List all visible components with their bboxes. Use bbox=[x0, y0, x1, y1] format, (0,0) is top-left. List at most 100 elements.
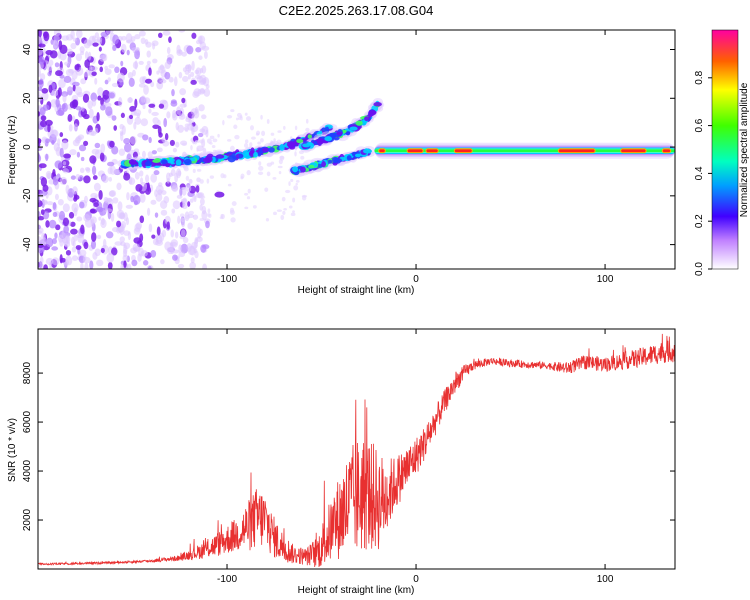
noise-blob bbox=[173, 76, 178, 87]
carrier-peak bbox=[454, 149, 472, 153]
noise-blob bbox=[107, 77, 111, 82]
noise-blob bbox=[121, 43, 127, 53]
noise-blob bbox=[191, 32, 197, 39]
halo-blob bbox=[259, 138, 264, 143]
y-tick-label: 6000 bbox=[22, 411, 33, 434]
halo-blob bbox=[184, 123, 190, 127]
noise-blob bbox=[133, 200, 138, 206]
y-tick-label: 0 bbox=[22, 144, 33, 150]
noise-blob bbox=[76, 216, 83, 222]
noise-blob bbox=[79, 201, 85, 209]
noise-blob bbox=[162, 140, 170, 147]
noise-blob bbox=[112, 44, 117, 51]
noise-blob bbox=[65, 255, 73, 266]
ridge-blob bbox=[292, 166, 299, 173]
colorbar-tick-label: 0.8 bbox=[694, 70, 705, 84]
noise-blob bbox=[100, 247, 105, 254]
noise-blob bbox=[140, 37, 146, 45]
noise-blob bbox=[121, 125, 126, 135]
noise-blob bbox=[105, 231, 114, 239]
ridge-blob bbox=[215, 154, 225, 159]
noise-blob bbox=[55, 224, 61, 231]
halo-blob bbox=[278, 170, 282, 175]
noise-blob bbox=[64, 241, 71, 248]
noise-blob bbox=[59, 52, 67, 61]
halo-blob bbox=[281, 196, 286, 202]
noise-blob bbox=[190, 71, 195, 78]
x-tick-label: -100 bbox=[217, 274, 237, 285]
noise-blob bbox=[117, 201, 123, 211]
noise-blob bbox=[150, 81, 155, 88]
carrier-peak bbox=[407, 149, 423, 153]
halo-blob bbox=[189, 120, 195, 124]
noise-blob bbox=[38, 163, 47, 169]
halo-blob bbox=[211, 144, 216, 149]
spectrogram-panel: -100 0 100 -40 -20 0 20 40 Height of straight … bbox=[7, 29, 676, 296]
noise-blob bbox=[131, 259, 138, 267]
halo-blob bbox=[212, 138, 218, 143]
noise-blob bbox=[163, 196, 170, 204]
noise-blob bbox=[152, 124, 160, 129]
noise-blob bbox=[140, 177, 144, 185]
ridge-blob bbox=[308, 164, 315, 169]
halo-blob bbox=[194, 141, 197, 145]
ridge-blob bbox=[346, 155, 352, 161]
noise-blob bbox=[43, 264, 48, 269]
halo-blob bbox=[283, 125, 286, 130]
ridge-blob bbox=[167, 159, 173, 164]
noise-blob bbox=[177, 215, 181, 224]
noise-blob bbox=[38, 78, 44, 88]
halo-blob bbox=[288, 181, 291, 186]
noise-blob bbox=[59, 147, 64, 158]
halo-blob bbox=[301, 194, 308, 198]
noise-blob bbox=[120, 131, 124, 142]
colorbar-ticks: 0.0 0.2 0.4 0.6 0.8 bbox=[694, 70, 712, 276]
noise-blob bbox=[45, 49, 53, 55]
noise-blob bbox=[38, 195, 41, 203]
noise-blob bbox=[67, 86, 73, 91]
noise-blob bbox=[175, 141, 180, 148]
noise-blob bbox=[181, 75, 189, 82]
noise-blob bbox=[139, 76, 146, 84]
noise-blob bbox=[180, 243, 189, 254]
ridge-blob bbox=[152, 159, 161, 163]
x-tick-label: 0 bbox=[413, 574, 419, 585]
noise-blob bbox=[63, 61, 71, 66]
noise-blob bbox=[97, 95, 102, 101]
snr-panel: -100 0 100 2000 4000 6000 8000 Height of stra… bbox=[7, 328, 676, 596]
noise-blob bbox=[156, 226, 161, 236]
noise-blob bbox=[143, 97, 151, 104]
noise-blob bbox=[72, 186, 78, 195]
noise-blob bbox=[61, 35, 70, 41]
halo-blob bbox=[260, 114, 263, 120]
noise-blob bbox=[146, 50, 151, 58]
noise-blob bbox=[198, 104, 205, 112]
noise-blob bbox=[187, 222, 193, 230]
halo-blob bbox=[230, 109, 235, 113]
noise-blob bbox=[59, 254, 63, 264]
noise-blob bbox=[62, 217, 70, 227]
y-tick-label: 20 bbox=[22, 92, 33, 104]
noise-blob bbox=[47, 71, 52, 77]
noise-blob bbox=[71, 246, 77, 253]
colorbar-tick-label: 0.0 bbox=[694, 262, 705, 276]
noise-blob bbox=[90, 239, 97, 250]
noise-blob bbox=[148, 136, 152, 144]
noise-blob bbox=[96, 36, 103, 43]
noise-blob bbox=[92, 175, 98, 180]
carrier-peak bbox=[558, 149, 595, 153]
halo-blob bbox=[290, 178, 294, 183]
ridge-blob bbox=[257, 151, 262, 157]
noise-blob bbox=[178, 113, 186, 120]
noise-blob bbox=[70, 175, 76, 180]
noise-blob bbox=[185, 64, 190, 70]
noise-blob bbox=[46, 201, 54, 206]
halo-blob bbox=[181, 142, 187, 147]
noise-blob bbox=[93, 182, 101, 192]
noise-blob bbox=[108, 92, 115, 99]
noise-blob bbox=[127, 263, 132, 269]
halo-blob bbox=[230, 217, 236, 223]
halo-blob bbox=[266, 119, 270, 124]
halo-blob bbox=[192, 168, 196, 173]
